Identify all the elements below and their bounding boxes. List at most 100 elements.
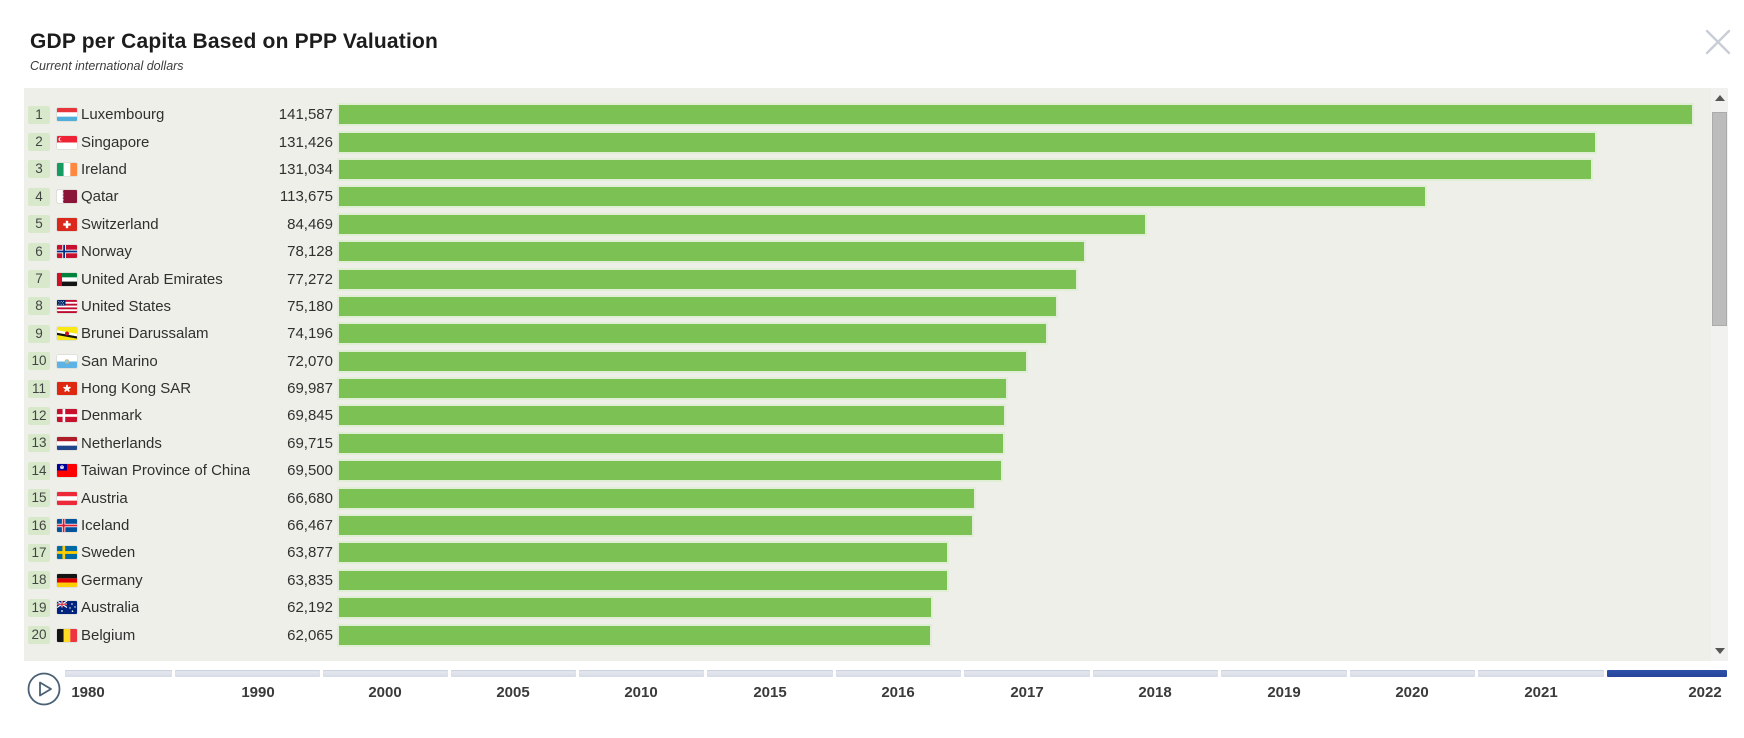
country-row[interactable]: 9 Brunei Darussalam 74,196 xyxy=(24,320,1708,347)
value-bar[interactable] xyxy=(337,240,1086,264)
value-bar[interactable] xyxy=(337,185,1427,209)
scroll-down-button[interactable] xyxy=(1711,643,1728,659)
scroll-up-button[interactable] xyxy=(1711,90,1728,106)
scrollbar-thumb[interactable] xyxy=(1712,112,1727,326)
country-name: Germany xyxy=(81,571,143,589)
rank-badge: 3 xyxy=(28,160,50,179)
country-row[interactable]: 14 Taiwan Province of China 69,500 xyxy=(24,457,1708,484)
country-row[interactable]: 11 Hong Kong SAR 69,987 xyxy=(24,375,1708,402)
country-row[interactable]: 18 Germany 63,835 xyxy=(24,567,1708,594)
timeline-year-label[interactable]: 2021 xyxy=(1524,684,1558,701)
timeline-year-label[interactable]: 2015 xyxy=(753,684,787,701)
rank-badge: 20 xyxy=(28,626,50,645)
country-row-left: 14 Taiwan Province of China 69,500 xyxy=(24,461,335,480)
timeline-year-label[interactable]: 2020 xyxy=(1395,684,1429,701)
value-bar[interactable] xyxy=(337,623,932,647)
value-bar[interactable] xyxy=(337,514,974,538)
bar-track xyxy=(335,514,1708,538)
value-bar[interactable] xyxy=(337,349,1028,373)
san-marino-flag-icon xyxy=(57,354,77,368)
value-bar[interactable] xyxy=(337,212,1147,236)
timeline-segment-2000[interactable] xyxy=(323,670,448,677)
value-bar[interactable] xyxy=(337,377,1008,401)
timeline-segment-2017[interactable] xyxy=(964,670,1090,677)
bar-track xyxy=(335,267,1708,291)
timeline-year-label[interactable]: 2018 xyxy=(1138,684,1172,701)
switzerland-flag-icon xyxy=(57,217,77,231)
play-button[interactable] xyxy=(26,671,62,707)
timeline-segment-2016[interactable] xyxy=(835,670,961,677)
timeline-year-label[interactable]: 2016 xyxy=(881,684,915,701)
australia-flag-icon xyxy=(57,601,77,615)
value-bar[interactable] xyxy=(337,294,1058,318)
sweden-flag-icon xyxy=(57,546,77,560)
hong-kong-flag-icon xyxy=(57,382,77,396)
country-row[interactable]: 8 United States 75,180 xyxy=(24,293,1708,320)
timeline-segment-2019[interactable] xyxy=(1221,670,1347,677)
country-row[interactable]: 3 Ireland 131,034 xyxy=(24,156,1708,183)
timeline-year-label[interactable]: 2005 xyxy=(496,684,530,701)
country-row[interactable]: 2 Singapore 131,426 xyxy=(24,128,1708,155)
country-row[interactable]: 16 Iceland 66,467 xyxy=(24,512,1708,539)
country-value: 69,715 xyxy=(287,434,333,452)
vertical-scrollbar[interactable] xyxy=(1711,88,1728,661)
timeline-segment-2005[interactable] xyxy=(450,670,576,677)
country-row[interactable]: 4 Qatar 113,675 xyxy=(24,183,1708,210)
rank-badge: 4 xyxy=(28,187,50,206)
country-row[interactable]: 5 Switzerland 84,469 xyxy=(24,211,1708,238)
timeline-segment-1990[interactable] xyxy=(174,670,320,677)
country-row-left: 10 San Marino 72,070 xyxy=(24,352,335,371)
timeline-year-label[interactable]: 2010 xyxy=(624,684,658,701)
country-row-left: 13 Netherlands 69,715 xyxy=(24,434,335,453)
country-value: 63,877 xyxy=(287,544,333,562)
country-row[interactable]: 12 Denmark 69,845 xyxy=(24,402,1708,429)
timeline-segment-2020[interactable] xyxy=(1349,670,1475,677)
value-bar[interactable] xyxy=(337,130,1597,154)
rank-badge: 10 xyxy=(28,352,50,371)
timeline-year-label[interactable]: 2022 xyxy=(1688,684,1722,701)
timeline-segment-2021[interactable] xyxy=(1478,670,1604,677)
value-bar[interactable] xyxy=(337,541,950,565)
country-row[interactable]: 10 San Marino 72,070 xyxy=(24,348,1708,375)
country-name: San Marino xyxy=(81,352,158,370)
timeline-segment-2010[interactable] xyxy=(578,670,704,677)
country-row[interactable]: 17 Sweden 63,877 xyxy=(24,539,1708,566)
bar-track xyxy=(335,130,1708,154)
value-bar[interactable] xyxy=(337,596,934,620)
timeline-segment-2022[interactable] xyxy=(1607,670,1727,677)
bar-track xyxy=(335,322,1708,346)
country-row-left: 15 Austria 66,680 xyxy=(24,489,335,508)
country-row[interactable]: 7 United Arab Emirates 77,272 xyxy=(24,265,1708,292)
country-ranking-list: 1 Luxembourg 141,587 2 Singapore 131,426 3 Irel… xyxy=(24,101,1708,649)
timeline-segment-2015[interactable] xyxy=(707,670,833,677)
country-row[interactable]: 19 Australia 62,192 xyxy=(24,594,1708,621)
timeline-segment-1980[interactable] xyxy=(64,670,172,677)
value-bar[interactable] xyxy=(337,267,1078,291)
country-row[interactable]: 15 Austria 66,680 xyxy=(24,484,1708,511)
bar-track xyxy=(335,596,1708,620)
bar-track xyxy=(335,185,1708,209)
value-bar[interactable] xyxy=(337,157,1593,181)
country-row-left: 2 Singapore 131,426 xyxy=(24,133,335,152)
value-bar[interactable] xyxy=(337,103,1694,127)
timeline-segment-2018[interactable] xyxy=(1092,670,1218,677)
value-bar[interactable] xyxy=(337,431,1006,455)
value-bar[interactable] xyxy=(337,486,977,510)
close-button[interactable] xyxy=(1700,24,1736,60)
timeline-year-label[interactable]: 1980 xyxy=(71,684,105,701)
value-bar[interactable] xyxy=(337,459,1004,483)
value-bar[interactable] xyxy=(337,568,949,592)
country-row[interactable]: 6 Norway 78,128 xyxy=(24,238,1708,265)
country-row[interactable]: 1 Luxembourg 141,587 xyxy=(24,101,1708,128)
country-row[interactable]: 20 Belgium 62,065 xyxy=(24,621,1708,648)
country-row-left: 8 United States 75,180 xyxy=(24,297,335,316)
timeline-year-label[interactable]: 2019 xyxy=(1267,684,1301,701)
timeline-year-label[interactable]: 1990 xyxy=(241,684,275,701)
country-name: Brunei Darussalam xyxy=(81,325,209,343)
timeline-year-label[interactable]: 2017 xyxy=(1010,684,1044,701)
country-row[interactable]: 13 Netherlands 69,715 xyxy=(24,430,1708,457)
value-bar[interactable] xyxy=(337,322,1049,346)
country-value: 69,845 xyxy=(287,407,333,425)
value-bar[interactable] xyxy=(337,404,1007,428)
timeline-year-label[interactable]: 2000 xyxy=(368,684,402,701)
